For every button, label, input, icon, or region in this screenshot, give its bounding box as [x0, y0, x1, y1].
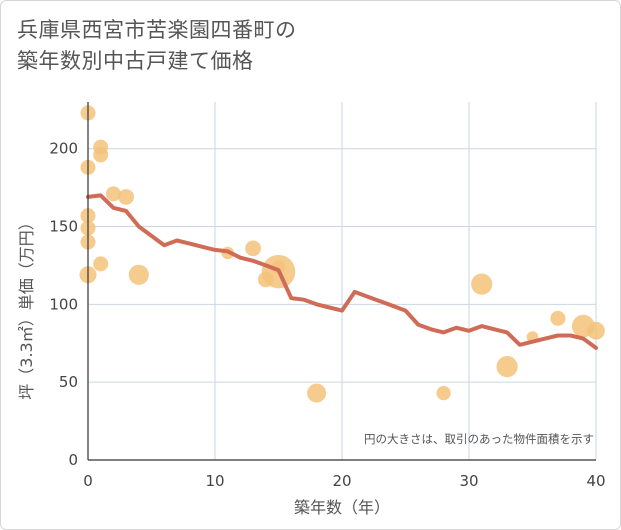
x-axis-label: 築年数（年）	[294, 498, 390, 517]
x-tick-label: 30	[459, 472, 478, 490]
trend-line	[86, 193, 598, 350]
y-axis-label: 坪（3.3㎡）単価（万円）	[17, 214, 36, 399]
tick-labels: 0 10 20 30 40 0 50 100 150 200	[49, 140, 605, 490]
x-tick-label: 0	[83, 472, 93, 490]
chart-title-line-2: 築年数別中古戸建て価格	[17, 49, 254, 73]
data-bubble	[587, 321, 605, 340]
trend-line-layer	[86, 193, 598, 350]
data-bubble	[496, 356, 518, 378]
y-tick-label: 150	[49, 218, 78, 236]
bubble-size-note: 円の大きさは、取引のあった物件面積を示す	[364, 432, 594, 446]
data-bubble	[105, 186, 121, 202]
data-bubble	[550, 310, 566, 326]
data-bubble	[128, 264, 149, 285]
x-tick-label: 40	[586, 472, 605, 490]
y-tick-label: 200	[49, 140, 78, 158]
data-bubble	[471, 273, 493, 295]
y-tick-label: 100	[49, 295, 78, 313]
grid-lines	[88, 102, 597, 460]
data-bubble	[436, 385, 451, 401]
data-bubble	[93, 147, 109, 163]
data-bubble	[245, 240, 261, 257]
data-bubble	[93, 256, 109, 272]
y-tick-label: 0	[68, 451, 78, 469]
chart-title: 兵庫県西宮市苦楽園四番町の 築年数別中古戸建て価格	[17, 15, 437, 77]
data-bubble	[307, 383, 327, 403]
x-tick-label: 20	[332, 472, 351, 490]
chart-title-line-1: 兵庫県西宮市苦楽園四番町の	[17, 18, 297, 42]
axes	[87, 102, 596, 461]
data-bubble	[118, 189, 134, 205]
y-tick-label: 50	[59, 373, 78, 391]
x-tick-label: 10	[205, 472, 224, 490]
